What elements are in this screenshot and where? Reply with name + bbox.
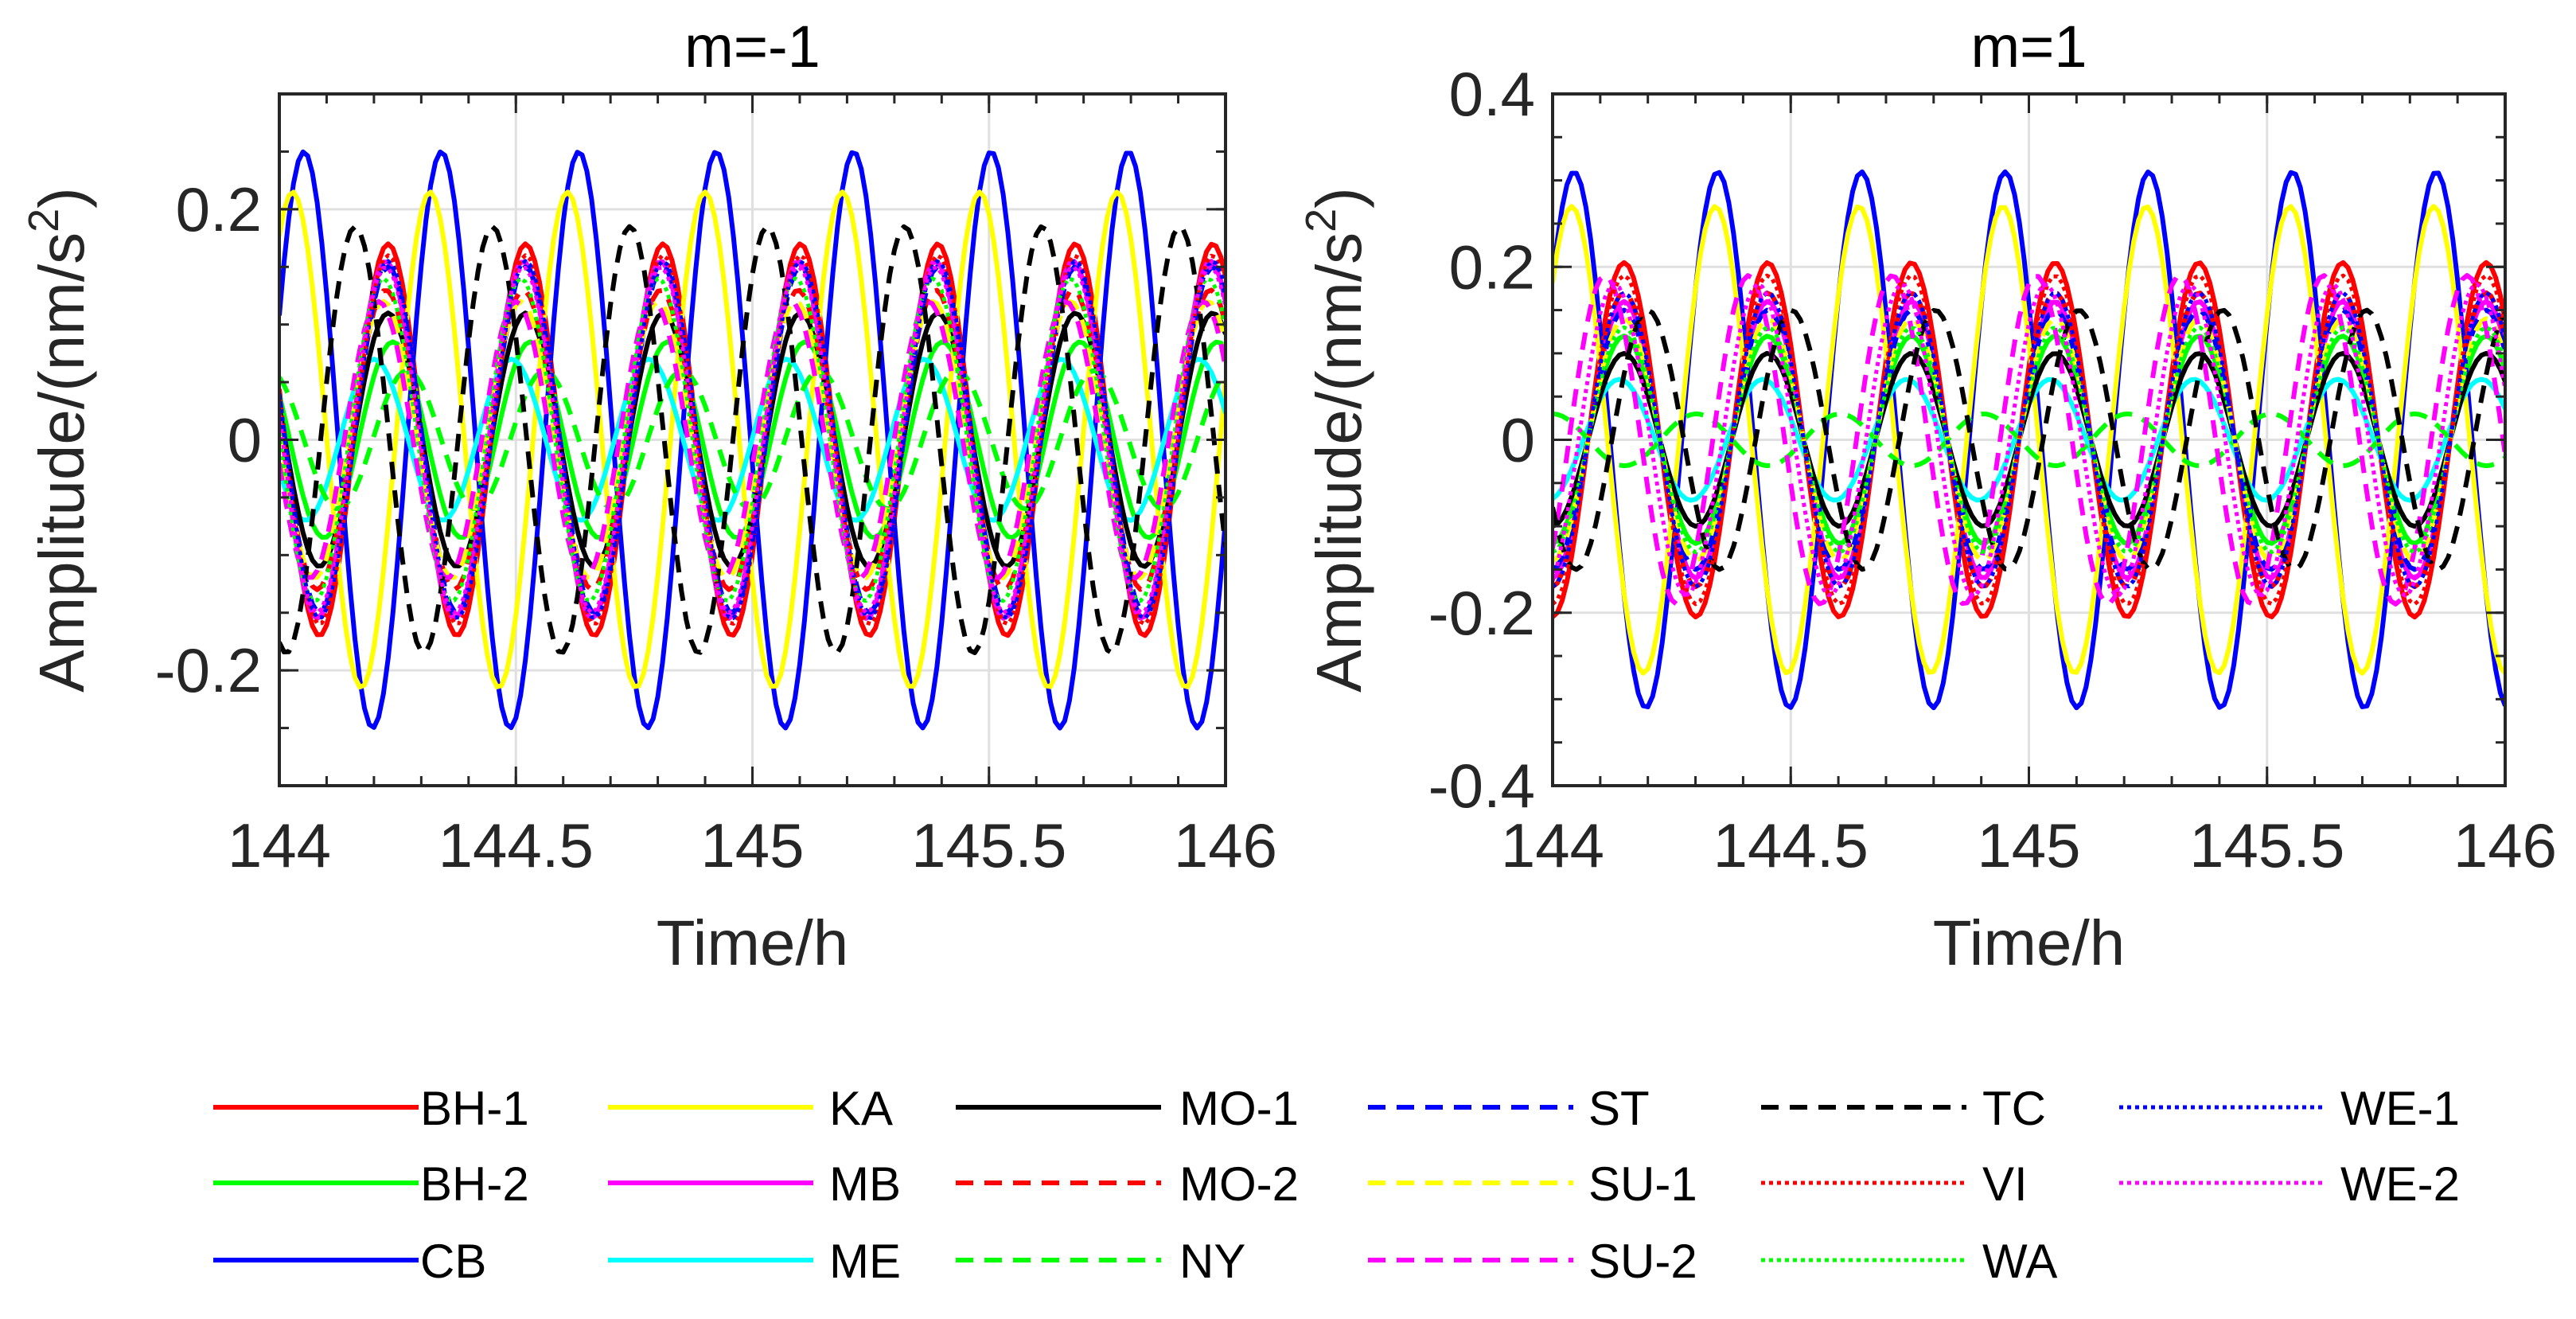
legend-item-me: ME	[608, 1235, 901, 1288]
series-line-we-1	[1553, 291, 2505, 589]
y-axis-label-text: Amplitude/(nm/s	[1304, 232, 1374, 693]
legend-label: VI	[1982, 1157, 2028, 1211]
legend-label: WE-1	[2340, 1082, 2460, 1135]
x-tick-label: 146	[1174, 810, 1277, 880]
legend-label: BH-1	[420, 1082, 529, 1135]
y-axis-label-superscript: 2	[1297, 209, 1345, 232]
y-tick-label: 0	[1501, 405, 1535, 475]
x-tick-label: 145	[700, 810, 804, 880]
legend-item-mo-1: MO-1	[956, 1082, 1299, 1135]
legend-item-st: ST	[1368, 1082, 1650, 1135]
legend-label: SU-1	[1588, 1157, 1697, 1211]
x-tick-label: 144	[228, 810, 331, 880]
series-group	[1553, 169, 2505, 711]
series-line-st	[1553, 307, 2505, 572]
subplot-m-1: 144 144.5 145 145.5 146 -0.4 -0.2 0 0.2 0.4 m=1 Tim…	[1297, 14, 2557, 978]
chart-title: m=-1	[684, 14, 820, 80]
series-line-su-2	[1553, 273, 2505, 607]
subplot-m-minus-1: 144 144.5 145 145.5 146 -0.2 0 0.2 m=-1 Time/h Amp…	[20, 14, 1277, 978]
y-tick-label: -0.2	[1428, 578, 1535, 648]
series-line-su-2	[279, 299, 1226, 581]
x-tick-label: 146	[2453, 810, 2557, 880]
legend-label: WE-2	[2340, 1157, 2460, 1211]
y-axis-label-text: Amplitude/(nm/s	[26, 232, 97, 693]
legend-label: MO-1	[1179, 1082, 1299, 1135]
legend-item-bh-2: BH-2	[213, 1157, 529, 1211]
legend-item-mo-2: MO-2	[956, 1157, 1299, 1211]
legend-item-tc: TC	[1761, 1082, 2046, 1135]
legend-item-we-2: WE-2	[2119, 1157, 2460, 1211]
x-tick-label: 145.5	[2189, 810, 2344, 880]
legend-item-ka: KA	[608, 1082, 893, 1135]
series-group	[279, 149, 1226, 731]
series-line-wa	[279, 276, 1226, 603]
series-line-tc	[279, 224, 1226, 656]
legend-label: MO-2	[1179, 1157, 1299, 1211]
legend-label: BH-2	[420, 1157, 529, 1211]
series-line-we-2	[1553, 282, 2505, 598]
legend-item-vi: VI	[1761, 1157, 2028, 1211]
y-axis-label: Amplitude/(nm/s2)	[20, 187, 97, 693]
y-tick-label: -0.2	[155, 635, 262, 705]
legend-item-mb: MB	[608, 1157, 901, 1211]
x-tick-label: 145	[1977, 810, 2080, 880]
legend-label: SU-2	[1588, 1235, 1697, 1288]
series-line-cb	[279, 149, 1226, 731]
x-tick-label: 144.5	[438, 810, 594, 880]
legend-label: WA	[1982, 1235, 2057, 1288]
series-line-ka	[279, 189, 1226, 690]
y-tick-label: -0.4	[1428, 751, 1535, 821]
legend-label: MB	[829, 1157, 901, 1211]
y-axis-label: Amplitude/(nm/s2)	[1297, 187, 1374, 693]
legend-label: KA	[829, 1082, 893, 1135]
legend-item-ny: NY	[956, 1235, 1245, 1288]
legend: BH-1 BH-2 CB KA MB ME MO-1 MO-2 NY ST SU-1 SU-2 TC VI…	[213, 1082, 2460, 1288]
y-tick-label: 0	[228, 405, 262, 475]
series-line-ny	[1553, 411, 2505, 469]
legend-item-su-2: SU-2	[1368, 1235, 1697, 1288]
legend-label: ST	[1588, 1082, 1650, 1135]
y-tick-label: 0.2	[1449, 232, 1535, 302]
legend-item-cb: CB	[213, 1235, 486, 1288]
series-line-wa	[1553, 325, 2505, 555]
y-axis-label-end: )	[1304, 187, 1374, 209]
y-axis-label-end: )	[26, 187, 97, 209]
chart-title: m=1	[1970, 14, 2087, 80]
legend-item-we-1: WE-1	[2119, 1082, 2460, 1135]
legend-label: NY	[1179, 1235, 1245, 1288]
legend-item-wa: WA	[1761, 1235, 2057, 1288]
series-line-we-2	[279, 265, 1226, 615]
series-line-we-1	[279, 259, 1226, 621]
series-line-su-1	[1553, 316, 2505, 564]
x-axis-label: Time/h	[1933, 907, 2126, 978]
x-tick-label: 144.5	[1713, 810, 1869, 880]
x-tick-label: 144	[1501, 810, 1604, 880]
legend-label: ME	[829, 1235, 901, 1288]
legend-item-su-1: SU-1	[1368, 1157, 1697, 1211]
x-tick-label: 145.5	[911, 810, 1066, 880]
x-axis-label: Time/h	[657, 907, 849, 978]
y-tick-label: 0.4	[1449, 59, 1535, 129]
y-tick-label: 0.2	[176, 174, 262, 244]
legend-label: CB	[420, 1235, 486, 1288]
series-line-ka	[1553, 204, 2505, 676]
y-axis-label-superscript: 2	[20, 209, 68, 232]
series-line-ny	[279, 368, 1226, 512]
legend-label: TC	[1982, 1082, 2046, 1135]
legend-item-bh-1: BH-1	[213, 1082, 529, 1135]
